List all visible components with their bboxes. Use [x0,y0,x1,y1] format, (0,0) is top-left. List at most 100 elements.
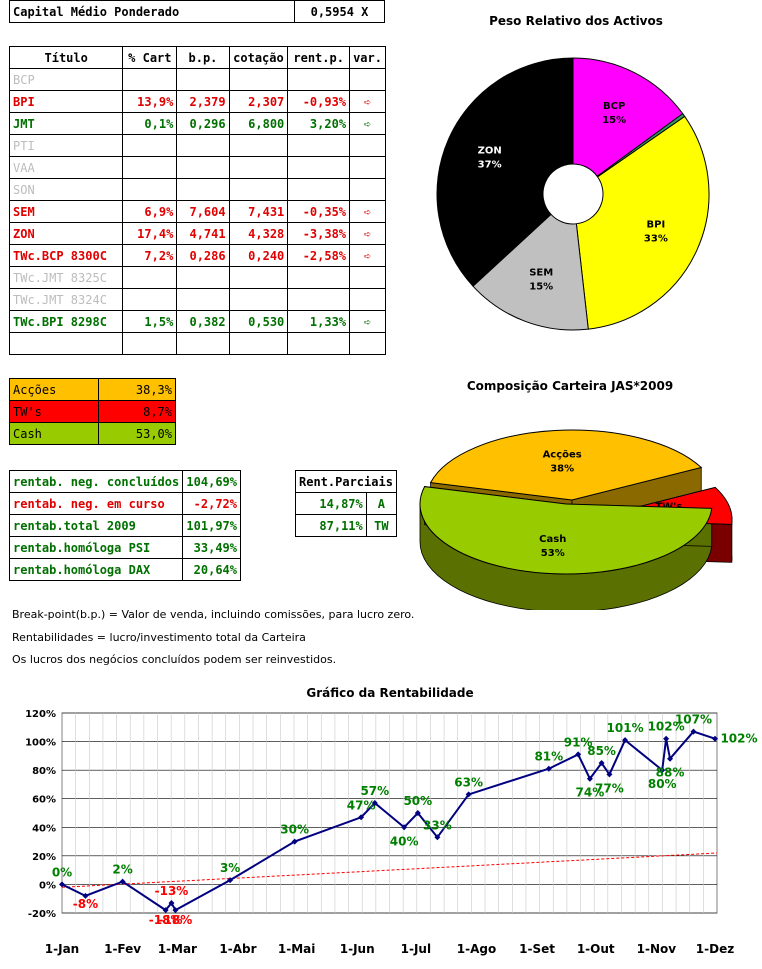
cell-rent: 1,33% [287,310,351,333]
return-point-label: -8% [73,897,98,911]
x-tick-label: 1-Set [519,942,555,956]
cell-rent [287,134,351,157]
cell-name: TWc.JMT 8324C [8,288,124,311]
capital-value: 0,5954 X [294,0,385,23]
return-line-chart: -20% 0% 20% 40% 60% 80% 100% 120% 1-Jan 1-Fev 1-Ma… [25,709,757,956]
cell-bp: 2,379 [176,90,230,113]
x-tick-label: 1-Mai [278,942,315,956]
table-row: SEM 6,9% 7,604 7,431 -0,35% ➪ [8,200,386,223]
composition-table: Acções 38,3% TW's 8,7% Cash 53,0% [8,378,176,445]
partials-row: 14,87% A [295,492,397,515]
x-tick-label: 1-Jun [340,942,375,956]
y-tick-label: 20% [32,852,56,863]
return-label: rentab. neg. em curso [8,492,184,515]
y-tick-label: 120% [25,709,56,720]
y-tick-label: -20% [28,909,56,920]
cell-rent [287,288,351,311]
cell-cart [122,288,178,311]
donut-slice-label: BPI [647,220,666,231]
cell-name [8,332,124,355]
cell-cot [228,288,289,311]
return-point-label: 91% [564,735,593,749]
y-tick-label: 0% [39,880,56,891]
return-point-label: 102% [648,720,685,734]
cell-cart [122,266,178,289]
table-row: TWc.BPI 8298C 1,5% 0,382 0,530 1,33% ➪ [8,310,386,333]
donut-slice-value: 37% [478,159,502,170]
return-row: rentab. neg. concluídos 104,69% [8,470,241,493]
cell-rent: -0,93% [287,90,351,113]
donut-slice-value: 15% [529,281,553,292]
cell-cot [228,134,289,157]
cell-name: VAA [8,156,124,179]
x-tick-label: 1-Mar [158,942,197,956]
y-tick-label: 80% [32,766,56,777]
note-reinvest: Os lucros dos negócios concluídos podem … [12,653,337,666]
col-header: b.p. [176,46,230,69]
return-value: 101,97% [182,514,241,537]
return-point-label: -18% [159,913,193,927]
cell-cart: 6,9% [122,200,178,223]
cell-var: ➪ [349,310,386,333]
return-value: -2,72% [182,492,241,515]
cell-cot: 4,328 [228,222,289,245]
return-point [291,838,298,845]
return-point-label: 85% [587,744,616,758]
return-point-label: 2% [112,863,132,877]
return-point [162,907,169,914]
table-row: PTI [8,134,386,157]
x-tick-label: 1-Dez [696,942,734,956]
cell-rent [287,68,351,91]
cell-rent: -0,35% [287,200,351,223]
table-row: TWc.JMT 8324C [8,288,386,311]
pie1-title: Peso Relativo dos Activos [489,14,663,28]
pie3d-slice-value: 53% [541,548,565,559]
return-point-label: 81% [534,750,563,764]
trend-line [61,852,718,888]
donut-slice-label: BCP [603,101,625,112]
cell-name: PTI [8,134,124,157]
partials-row: 87,11% TW [295,514,397,537]
x-tick-label: 1-Out [577,942,615,956]
cell-bp: 4,741 [176,222,230,245]
cell-cart: 7,2% [122,244,178,267]
cell-var: ➪ [349,112,386,135]
cell-bp: 7,604 [176,200,230,223]
cell-bp: 0,296 [176,112,230,135]
capital-label: Capital Médio Ponderado [9,0,295,23]
return-point-label: 101% [607,721,644,735]
cell-name: TWc.BPI 8298C [8,310,124,333]
partials-header-row: Rent.Parciais [295,470,397,493]
cell-name: BCP [8,68,124,91]
donut-slice-label: ZON [478,145,502,156]
cell-cot: 7,431 [228,200,289,223]
table-row: VAA [8,156,386,179]
cell-var [349,134,386,157]
return-row: rentab.homóloga DAX 20,64% [8,558,241,581]
cell-rent [287,332,351,355]
return-point-label: 30% [280,823,309,837]
cell-name: SON [8,178,124,201]
cell-cart: 17,4% [122,222,178,245]
cell-var: ➪ [349,222,386,245]
composition-label: Acções [8,378,100,401]
composition-label: Cash [8,422,100,445]
note-breakpoint: Break-point(b.p.) = Valor de venda, incl… [12,608,415,621]
return-point [667,755,674,762]
cell-bp: 0,286 [176,244,230,267]
cell-var: ➪ [349,200,386,223]
return-point-label: 80% [648,777,677,791]
cell-var [349,178,386,201]
return-point [545,765,552,772]
table-row: ZON 17,4% 4,741 4,328 -3,38% ➪ [8,222,386,245]
cell-cot: 0,240 [228,244,289,267]
return-point [598,760,605,766]
return-point-label: 77% [595,781,624,795]
note-returns: Rentabilidades = lucro/investimento tota… [12,631,306,644]
y-tick-label: 100% [25,738,56,749]
cell-cart: 13,9% [122,90,178,113]
table-row: BCP [8,68,386,91]
cell-bp [176,288,230,311]
cell-rent: 3,20% [287,112,351,135]
table-row: JMT 0,1% 0,296 6,800 3,20% ➪ [8,112,386,135]
